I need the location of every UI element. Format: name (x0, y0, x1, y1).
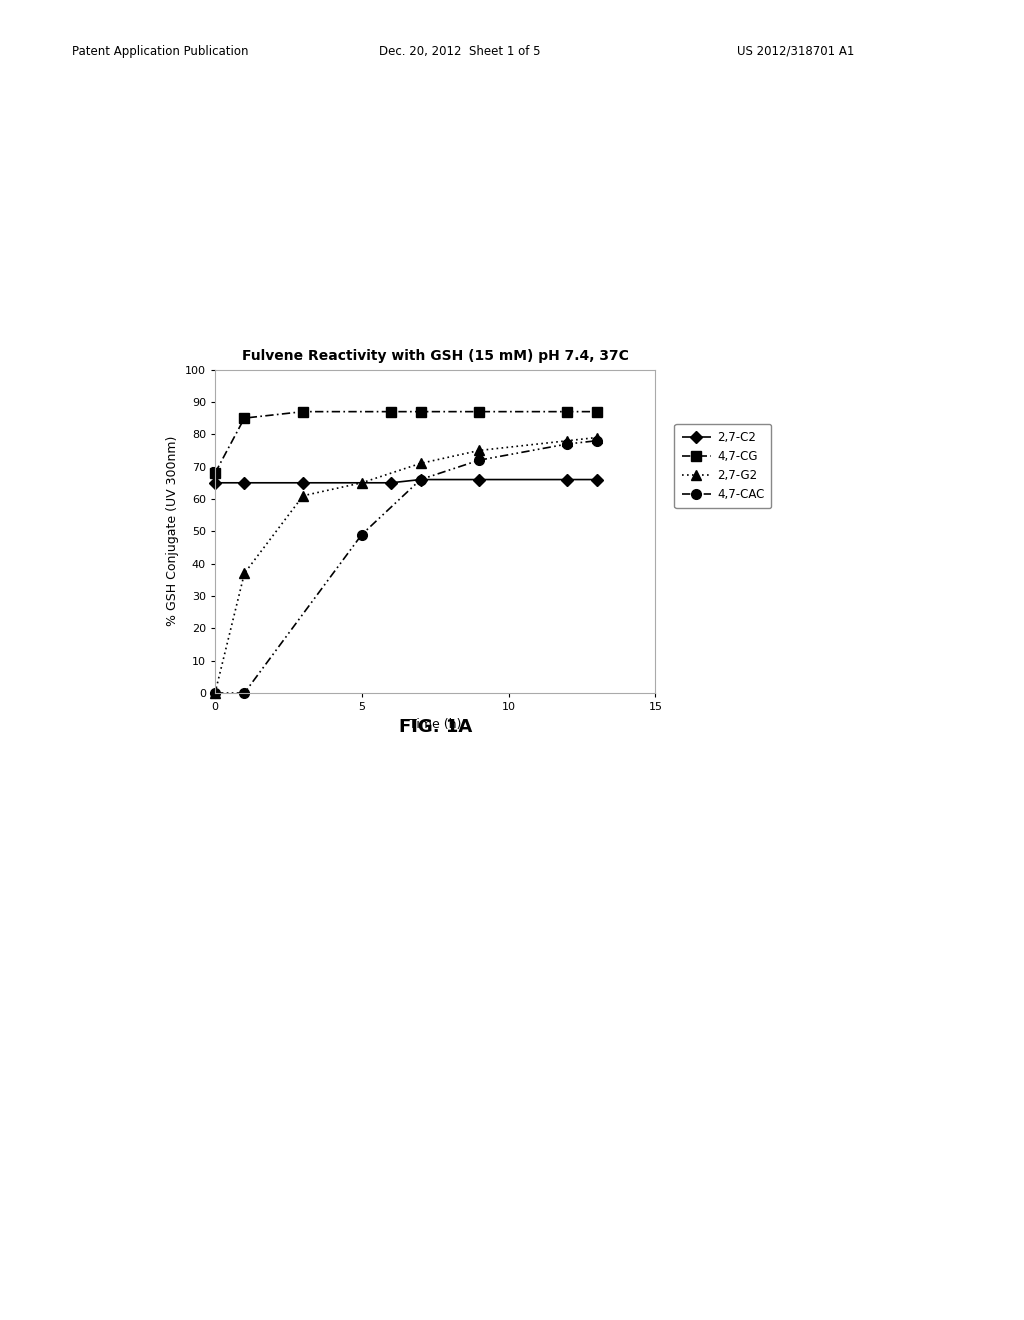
4,7-CAC (209, 685, 221, 701)
Text: Patent Application Publication: Patent Application Publication (72, 45, 248, 58)
2,7-C2 (385, 475, 397, 491)
4,7-CG (239, 411, 251, 426)
2,7-G2 (591, 429, 603, 445)
2,7-G2 (239, 565, 251, 581)
4,7-CG (591, 404, 603, 420)
Line: 2,7-C2: 2,7-C2 (211, 475, 601, 487)
4,7-CG (385, 404, 397, 420)
4,7-CAC (561, 436, 573, 451)
2,7-G2 (355, 475, 368, 491)
2,7-C2 (591, 471, 603, 487)
2,7-C2 (473, 471, 485, 487)
4,7-CG (209, 465, 221, 480)
4,7-CAC (355, 527, 368, 543)
2,7-C2 (209, 475, 221, 491)
4,7-CAC (239, 685, 251, 701)
Text: Dec. 20, 2012  Sheet 1 of 5: Dec. 20, 2012 Sheet 1 of 5 (379, 45, 541, 58)
2,7-C2 (297, 475, 309, 491)
X-axis label: Time (h): Time (h) (409, 718, 462, 730)
2,7-G2 (415, 455, 427, 471)
Legend: 2,7-C2, 4,7-CG, 2,7-G2, 4,7-CAC: 2,7-C2, 4,7-CG, 2,7-G2, 4,7-CAC (675, 424, 771, 508)
4,7-CAC (415, 471, 427, 487)
Line: 4,7-CAC: 4,7-CAC (210, 436, 601, 698)
Line: 2,7-G2: 2,7-G2 (210, 433, 601, 698)
2,7-G2 (473, 442, 485, 458)
Title: Fulvene Reactivity with GSH (15 mM) pH 7.4, 37C: Fulvene Reactivity with GSH (15 mM) pH 7… (242, 348, 629, 363)
4,7-CAC (473, 453, 485, 469)
Text: US 2012/318701 A1: US 2012/318701 A1 (737, 45, 855, 58)
2,7-G2 (209, 685, 221, 701)
4,7-CG (561, 404, 573, 420)
Y-axis label: % GSH Conjugate (UV 300nm): % GSH Conjugate (UV 300nm) (167, 436, 179, 627)
2,7-G2 (297, 488, 309, 504)
4,7-CG (415, 404, 427, 420)
4,7-CG (473, 404, 485, 420)
Text: FIG. 1A: FIG. 1A (398, 718, 472, 737)
4,7-CAC (591, 433, 603, 449)
2,7-C2 (415, 471, 427, 487)
2,7-G2 (561, 433, 573, 449)
2,7-C2 (239, 475, 251, 491)
2,7-C2 (561, 471, 573, 487)
4,7-CG (297, 404, 309, 420)
Line: 4,7-CG: 4,7-CG (210, 407, 601, 478)
